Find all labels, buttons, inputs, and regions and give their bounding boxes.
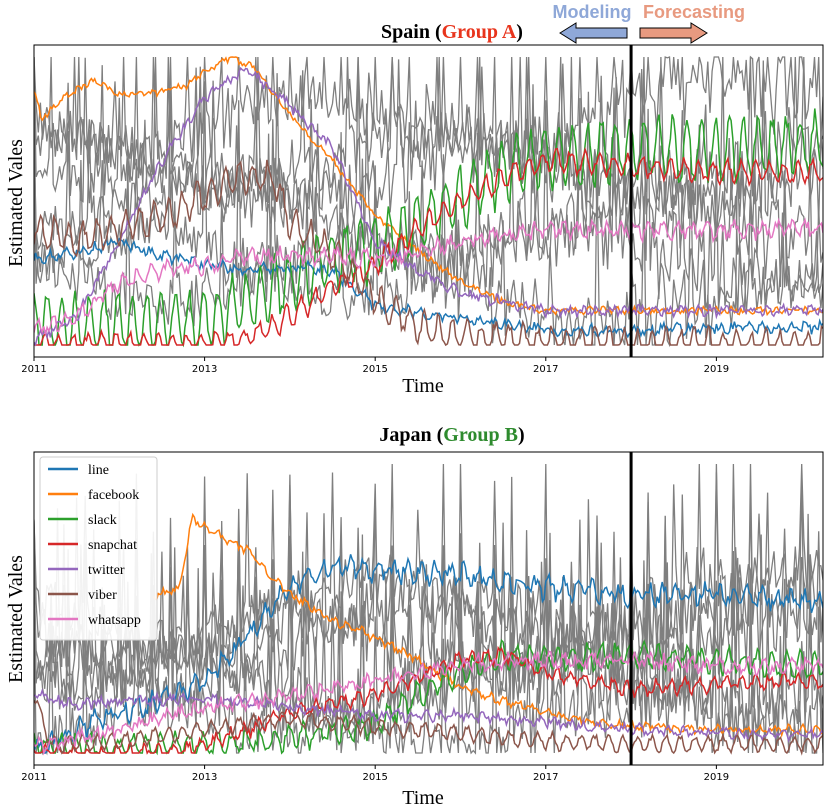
spain-title-group: Group A: [442, 21, 517, 43]
japan-xtick-label-2013: 2013: [192, 772, 217, 783]
legend-label-facebook: facebook: [88, 488, 139, 503]
spain-panel: Spain (Group A) Estimated Vales Time 201…: [5, 21, 824, 397]
japan-title-group: Group B: [443, 424, 518, 446]
spain-xtick-label-2015: 2015: [362, 364, 387, 375]
forecasting-arrow-icon: [639, 22, 708, 44]
modeling-label: Modeling: [553, 2, 632, 22]
legend-label-whatsapp: whatsapp: [88, 613, 141, 628]
japan-title-paren-open: (: [432, 424, 444, 446]
forecasting-label: Forecasting: [643, 2, 745, 22]
modeling-arrow-icon: [559, 22, 628, 44]
japan-series-snapchat: [34, 645, 823, 755]
spain-series-whatsapp: [34, 217, 823, 335]
japan-title-country: Japan: [379, 424, 431, 446]
japan-panel: Japan (Group B) Estimated Vales Time lin…: [5, 424, 824, 809]
japan-xlabel: Time: [402, 787, 444, 809]
japan-observed-line-4: [34, 463, 823, 714]
spain-xticks: 2011 2013 2015 2017 2019: [21, 357, 729, 375]
legend-label-line: line: [88, 463, 109, 478]
spain-observed-line-5: [34, 56, 823, 293]
spain-title: Spain (Group A): [381, 21, 523, 43]
spain-xtick-label-2011: 2011: [21, 364, 46, 375]
legend-label-twitter: twitter: [88, 563, 125, 578]
legend-label-slack: slack: [88, 513, 117, 528]
japan-xtick-label-2017: 2017: [533, 772, 558, 783]
japan-xtick-label-2019: 2019: [704, 772, 729, 783]
japan-legend: line facebook slack snapchat twitter viber wha…: [39, 456, 158, 641]
spain-series-layer: [33, 44, 824, 358]
spain-series-facebook: [34, 56, 823, 317]
spain-xlabel: Time: [402, 375, 444, 397]
legend-label-viber: viber: [88, 588, 117, 603]
japan-title-paren-close: ): [518, 424, 525, 446]
japan-series-whatsapp: [34, 650, 823, 756]
japan-series-twitter: [34, 688, 823, 743]
japan-axes-frame: [33, 451, 824, 766]
japan-xticks: 2011 2013 2015 2017 2019: [21, 765, 729, 783]
legend-label-snapchat: snapchat: [88, 538, 137, 553]
spain-xtick-label-2017: 2017: [533, 364, 558, 375]
japan-series-layer: line facebook slack snapchat twitter viber wha…: [33, 451, 824, 766]
japan-ylabel: Estimated Vales: [5, 555, 27, 683]
spain-series-viber: [34, 159, 823, 347]
japan-title: Japan (Group B): [379, 424, 524, 446]
spain-title-paren-close: ): [516, 21, 523, 43]
spain-series-twitter: [34, 66, 823, 347]
spain-ylabel: Estimated Vales: [5, 139, 27, 267]
spain-series-snapchat: [34, 146, 823, 346]
japan-series-line: [34, 554, 823, 754]
spain-title-paren-open: (: [430, 21, 442, 43]
spain-axes-frame: [33, 44, 824, 358]
spain-series-line: [34, 237, 823, 339]
spain-series-slack: [34, 108, 823, 348]
spain-title-country: Spain: [381, 21, 430, 43]
japan-series-facebook: [152, 512, 823, 738]
spain-xtick-label-2013: 2013: [192, 364, 217, 375]
japan-xtick-label-2015: 2015: [362, 772, 387, 783]
japan-series-viber: [34, 699, 823, 756]
spain-xtick-label-2019: 2019: [704, 364, 729, 375]
japan-xtick-label-2011: 2011: [21, 772, 46, 783]
